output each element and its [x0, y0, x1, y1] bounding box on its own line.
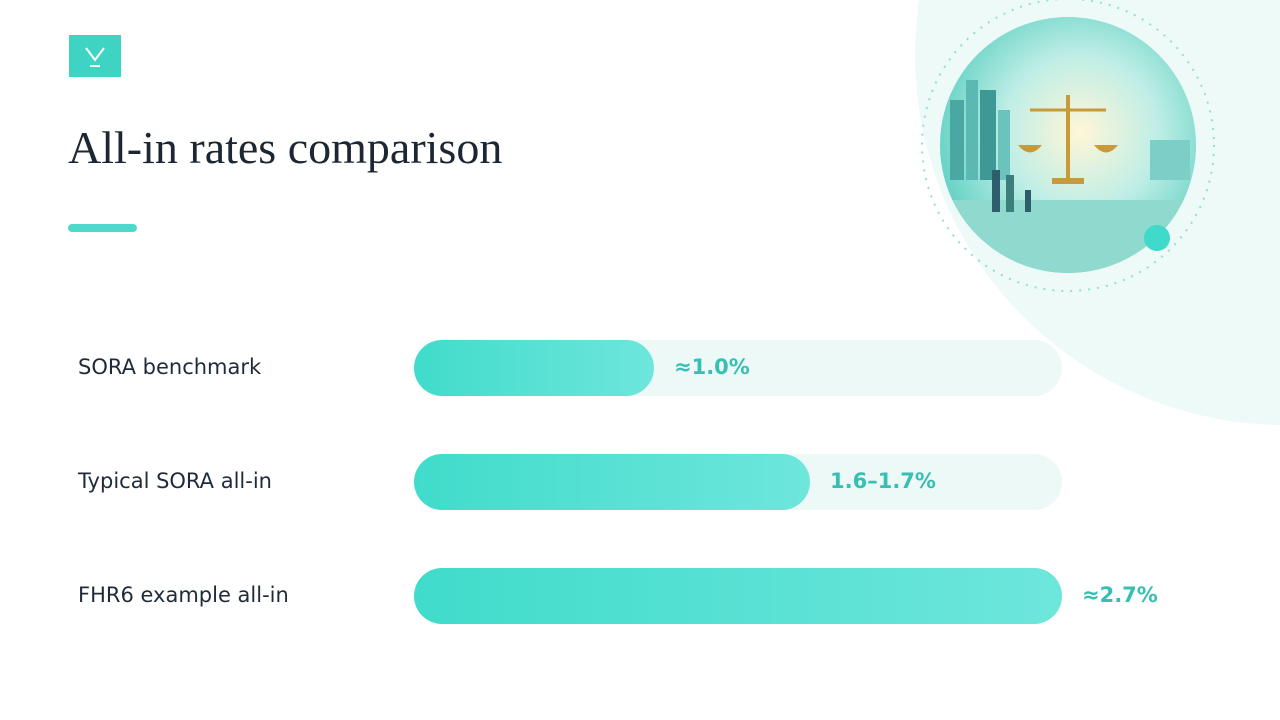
- category-label: Typical SORA all-in: [77, 469, 272, 493]
- logo: [69, 35, 121, 77]
- value-label: ≈1.0%: [674, 355, 750, 379]
- logo-mark: [85, 47, 105, 67]
- value-label: 1.6–1.7%: [830, 469, 936, 493]
- decor-dot: [1144, 225, 1170, 251]
- plot-area: SORA benchmark ≈1.0% Typical SORA all-in 1.…: [77, 340, 1158, 624]
- bar: [414, 568, 1062, 624]
- bar: [414, 340, 654, 396]
- dotted-ring: [921, 0, 1215, 292]
- accent-line: [68, 224, 137, 232]
- value-label: ≈2.7%: [1082, 583, 1158, 607]
- bar: [414, 454, 810, 510]
- chart-title: All-in rates comparison: [68, 122, 502, 173]
- category-label: FHR6 example all-in: [78, 583, 289, 607]
- category-label: SORA benchmark: [78, 355, 262, 379]
